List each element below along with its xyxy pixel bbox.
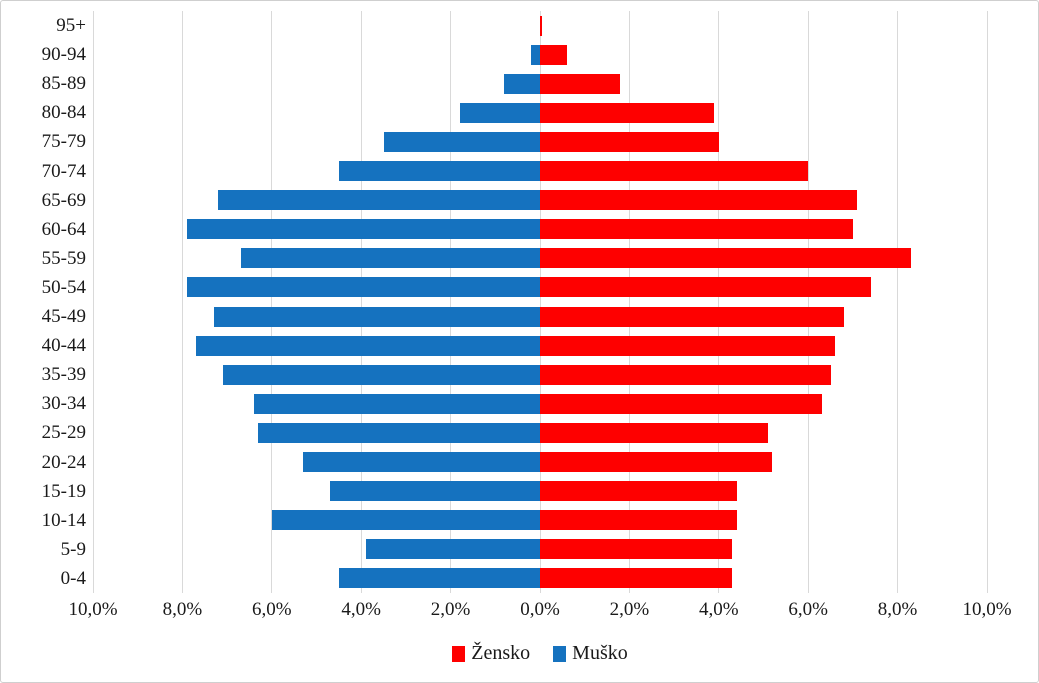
bar-female-25-29	[540, 422, 768, 443]
legend-swatch-zensko-icon	[452, 645, 466, 662]
bar-male-15-19	[329, 481, 540, 502]
x-axis-tick-label: 8,0%	[877, 599, 918, 620]
bar-female-15-19	[540, 481, 737, 502]
bar-female-50-54	[540, 277, 871, 298]
gridline	[271, 11, 273, 593]
legend: Žensko Muško	[93, 642, 987, 668]
x-axis-tick-label: 6,0%	[252, 599, 292, 620]
y-axis-category-label: 35-39	[41, 364, 86, 386]
bar-female-65-69	[540, 190, 858, 211]
bar-male-30-34	[253, 393, 540, 414]
legend-swatch-musko-icon	[553, 645, 567, 662]
x-axis-tick-label: 6,0%	[788, 599, 828, 620]
gridline	[897, 11, 899, 593]
y-axis-category-label: 70-74	[41, 160, 86, 182]
gridline	[450, 11, 452, 593]
y-axis-category-label: 90-94	[41, 44, 86, 66]
bar-male-25-29	[258, 422, 540, 443]
bar-female-80-84	[540, 102, 715, 123]
bar-female-5-9	[540, 539, 733, 560]
y-axis-category-label: 60-64	[41, 218, 86, 240]
bar-female-60-64	[540, 219, 853, 240]
y-axis-category-label: 55-59	[41, 247, 86, 269]
bar-male-10-14	[271, 510, 540, 531]
bar-male-40-44	[195, 335, 540, 356]
y-axis-category-label: 5-9	[60, 538, 86, 560]
x-axis-tick-label: 2,0%	[430, 599, 471, 620]
bar-male-35-39	[222, 364, 540, 385]
x-axis-tick-label: 4,0%	[699, 599, 739, 620]
bar-male-75-79	[383, 131, 540, 152]
bar-female-95+	[540, 15, 543, 36]
gridline	[986, 11, 988, 593]
bar-female-85-89	[540, 73, 621, 94]
y-axis-category-label: 95+	[56, 15, 86, 36]
bar-female-0-4	[540, 568, 733, 589]
bar-female-20-24	[540, 452, 773, 473]
bar-female-90-94	[540, 44, 567, 65]
bar-male-90-94	[531, 44, 540, 65]
bar-female-75-79	[540, 131, 719, 152]
bar-male-5-9	[365, 539, 540, 560]
y-axis-category-label: 20-24	[41, 451, 86, 473]
legend-label-musko: Muško	[572, 642, 628, 664]
y-axis-category-label: 30-34	[41, 393, 86, 415]
gridline	[360, 11, 362, 593]
y-axis-category-label: 10-14	[41, 509, 86, 531]
bar-female-30-34	[540, 393, 822, 414]
gridline	[628, 11, 630, 593]
plot-area	[92, 11, 988, 593]
bar-male-60-64	[186, 219, 540, 240]
bar-male-55-59	[240, 248, 540, 269]
y-axis-category-label: 40-44	[41, 335, 86, 357]
x-axis-tick-label: 0,0%	[520, 599, 560, 620]
bar-male-50-54	[186, 277, 540, 298]
y-axis-category-label: 45-49	[41, 306, 86, 327]
y-axis-category-label: 85-89	[41, 73, 86, 95]
bar-male-0-4	[338, 568, 540, 589]
gridline	[718, 11, 720, 593]
bar-male-85-89	[504, 73, 540, 94]
bar-male-20-24	[303, 452, 540, 473]
bar-male-45-49	[213, 306, 540, 327]
x-axis-tick-label: 10,0%	[962, 599, 1012, 620]
y-axis-category-label: 65-69	[41, 189, 86, 211]
bar-female-10-14	[540, 510, 737, 531]
x-axis-tick-label: 2,0%	[609, 599, 650, 620]
gridline	[807, 11, 809, 593]
gridline	[181, 11, 183, 593]
x-axis-tick-label: 10,0%	[68, 599, 118, 620]
legend-item-musko: Muško	[553, 642, 628, 665]
bar-male-65-69	[218, 190, 540, 211]
y-axis-category-label: 50-54	[41, 276, 86, 298]
bar-male-70-74	[338, 161, 540, 182]
bar-female-40-44	[540, 335, 836, 356]
bar-female-55-59	[540, 248, 911, 269]
x-axis-tick-label: 4,0%	[341, 599, 381, 620]
gridline	[92, 11, 94, 593]
legend-label-zensko: Žensko	[471, 642, 531, 664]
x-axis-tick-label: 8,0%	[162, 599, 203, 620]
y-axis-category-label: 25-29	[41, 422, 86, 444]
y-axis-category-label: 75-79	[41, 131, 86, 153]
y-axis-category-label: 15-19	[41, 480, 86, 502]
bar-male-80-84	[459, 102, 540, 123]
bar-female-70-74	[540, 161, 809, 182]
bar-female-45-49	[540, 306, 844, 327]
y-axis-category-label: 0-4	[60, 567, 86, 589]
y-axis-category-label: 80-84	[41, 102, 86, 124]
legend-item-zensko: Žensko	[452, 642, 530, 665]
bar-female-35-39	[540, 364, 831, 385]
gridline	[539, 11, 541, 593]
